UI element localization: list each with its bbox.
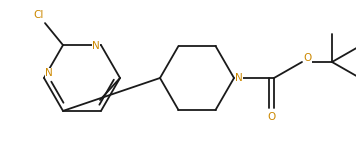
Text: N: N [235,73,243,83]
Text: Cl: Cl [34,10,44,20]
Text: N: N [45,68,53,78]
Text: N: N [92,41,100,51]
Text: O: O [268,112,276,122]
Text: O: O [304,53,312,63]
